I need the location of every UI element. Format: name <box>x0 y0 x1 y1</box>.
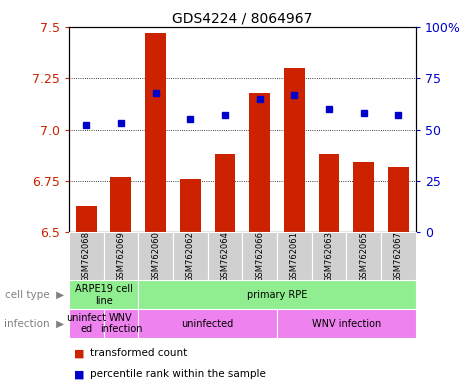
Bar <box>388 167 408 232</box>
Title: GDS4224 / 8064967: GDS4224 / 8064967 <box>172 12 313 26</box>
Text: GSM762061: GSM762061 <box>290 231 299 282</box>
Text: GSM762069: GSM762069 <box>116 231 125 282</box>
Text: uninfected: uninfected <box>181 318 234 329</box>
Bar <box>173 232 208 280</box>
Bar <box>284 68 304 232</box>
Text: GSM762060: GSM762060 <box>151 231 160 282</box>
Bar <box>69 309 104 338</box>
Bar <box>346 232 381 280</box>
Bar <box>111 177 131 232</box>
Text: GSM762065: GSM762065 <box>359 231 368 282</box>
Text: GSM762063: GSM762063 <box>324 231 333 282</box>
Bar <box>242 232 277 280</box>
Text: infection  ▶: infection ▶ <box>4 318 64 329</box>
Text: GSM762062: GSM762062 <box>186 231 195 282</box>
Bar <box>138 309 277 338</box>
Bar <box>104 232 138 280</box>
Bar <box>76 205 96 232</box>
Text: GSM762066: GSM762066 <box>255 231 264 282</box>
Bar <box>249 93 270 232</box>
Text: WNV
infection: WNV infection <box>100 313 142 334</box>
Text: GSM762068: GSM762068 <box>82 231 91 282</box>
Bar <box>353 162 374 232</box>
Bar <box>277 232 312 280</box>
Text: GSM762067: GSM762067 <box>394 231 403 282</box>
Text: ■: ■ <box>74 369 84 379</box>
Bar <box>208 232 242 280</box>
Text: WNV infection: WNV infection <box>312 318 381 329</box>
Bar <box>277 309 416 338</box>
Bar <box>69 280 138 309</box>
Text: transformed count: transformed count <box>90 348 188 358</box>
Bar <box>180 179 200 232</box>
Text: GSM762064: GSM762064 <box>220 231 229 282</box>
Text: cell type  ▶: cell type ▶ <box>5 290 64 300</box>
Bar <box>104 309 138 338</box>
Text: ■: ■ <box>74 348 84 358</box>
Bar <box>381 232 416 280</box>
Text: primary RPE: primary RPE <box>247 290 307 300</box>
Bar <box>215 154 235 232</box>
Bar <box>69 232 104 280</box>
Bar <box>312 232 346 280</box>
Bar <box>138 280 416 309</box>
Bar <box>145 33 166 232</box>
Text: uninfect
ed: uninfect ed <box>66 313 106 334</box>
Text: percentile rank within the sample: percentile rank within the sample <box>90 369 266 379</box>
Text: ARPE19 cell
line: ARPE19 cell line <box>75 284 133 306</box>
Bar <box>138 232 173 280</box>
Bar <box>319 154 339 232</box>
